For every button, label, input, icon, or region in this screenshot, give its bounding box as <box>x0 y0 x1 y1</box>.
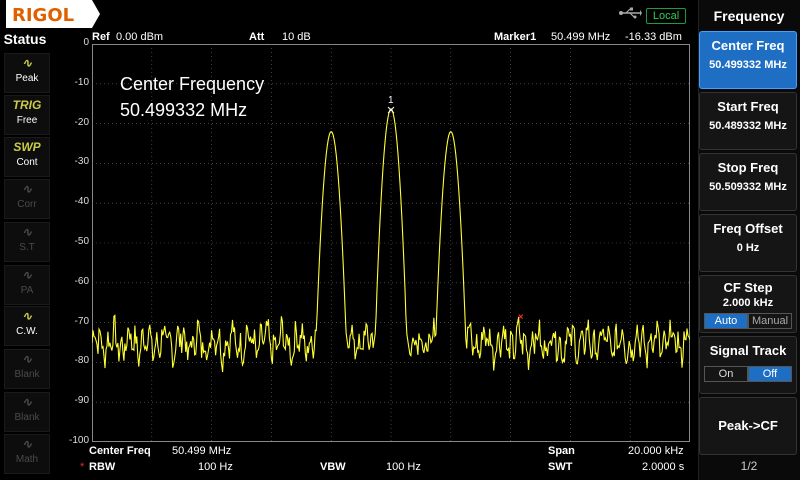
signal-track-off-option[interactable]: Off <box>748 366 792 382</box>
y-tick-label: -80 <box>74 355 89 367</box>
y-tick-label: 0 <box>83 37 89 48</box>
att-value: 10 dB <box>282 31 311 43</box>
rigol-logo: RIGOL <box>6 0 100 28</box>
rbw-label: RBW <box>89 461 116 473</box>
status-label: Peak <box>15 73 39 84</box>
y-tick-label: -90 <box>74 395 89 407</box>
peak-icon: ∿ <box>21 56 33 70</box>
status-label: S.T <box>19 242 35 253</box>
center-freq-label: Center Freq <box>89 445 151 457</box>
menu-page-indicator: 1/2 <box>740 459 758 473</box>
peak-to-cf-softkey[interactable]: Peak->CF <box>699 397 797 455</box>
marker-1-label: 1 <box>388 95 394 106</box>
marker-1-point <box>387 106 395 114</box>
rbw-manual-star: * <box>80 461 85 473</box>
freq-offset-softkey-value: 0 Hz <box>736 242 760 254</box>
ref-value: 0.00 dBm <box>116 31 164 43</box>
cf-step-manual-option[interactable]: Manual <box>748 313 792 329</box>
status-cw-button[interactable]: ∿ C.W. <box>4 306 50 346</box>
y-tick-label: -30 <box>74 156 89 168</box>
swp-icon: SWP <box>13 140 41 154</box>
brand-text: RIGOL <box>12 5 74 26</box>
start-freq-softkey-label: Start Freq <box>717 99 779 114</box>
status-free-button[interactable]: TRIG Free <box>4 95 50 135</box>
y-tick-label: -100 <box>68 435 89 446</box>
cf-step-auto-option[interactable]: Auto <box>704 313 748 329</box>
swt-value: 2.0000 s <box>642 461 685 473</box>
center-freq-value: 50.499 MHz <box>172 445 232 457</box>
y-tick-label: -60 <box>74 275 89 287</box>
center-freq-softkey-label: Center Freq <box>711 38 785 53</box>
status-label: Cont <box>16 157 38 168</box>
status-label: C.W. <box>16 326 38 337</box>
stop-freq-softkey-value: 50.509332 MHz <box>709 181 787 193</box>
cw-icon: ∿ <box>21 309 33 323</box>
status-blank-button[interactable]: ∿ Blank <box>4 392 50 432</box>
freq-offset-softkey[interactable]: Freq Offset 0 Hz <box>699 214 797 272</box>
center-freq-softkey-value: 50.499332 MHz <box>709 59 787 71</box>
span-value: 20.000 kHz <box>628 445 684 457</box>
status-st-button[interactable]: ∿ S.T <box>4 222 50 262</box>
status-cont-button[interactable]: SWP Cont <box>4 137 50 177</box>
status-pa-button[interactable]: ∿ PA <box>4 265 50 305</box>
vbw-value: 100 Hz <box>386 461 421 473</box>
stop-freq-softkey[interactable]: Stop Freq 50.509332 MHz <box>699 153 797 211</box>
att-label: Att <box>249 31 265 43</box>
marker-2-point <box>518 314 524 319</box>
marker-freq: 50.499 MHz <box>551 31 611 43</box>
blank-icon: ∿ <box>21 395 33 409</box>
corr-icon: ∿ <box>21 182 33 196</box>
peak-to-cf-softkey-label: Peak->CF <box>718 418 778 433</box>
status-title: Status <box>3 31 47 47</box>
y-tick-label: -40 <box>74 196 89 208</box>
y-tick-label: -10 <box>74 76 89 88</box>
start-freq-softkey[interactable]: Start Freq 50.489332 MHz <box>699 92 797 150</box>
vbw-label: VBW <box>320 461 346 473</box>
status-label: Math <box>15 454 39 465</box>
status-corr-button[interactable]: ∿ Corr <box>4 179 50 219</box>
swt-label: SWT <box>548 461 573 473</box>
status-math-button[interactable]: ∿ Math <box>4 434 50 474</box>
cf-step-softkey-value: 2.000 kHz <box>722 297 774 309</box>
status-label: Blank <box>14 369 40 380</box>
trace-line <box>92 108 690 373</box>
usb-icon <box>619 7 642 19</box>
status-label: Blank <box>14 412 40 423</box>
pa-icon: ∿ <box>21 268 33 282</box>
rbw-value: 100 Hz <box>198 461 233 473</box>
center-freq-softkey[interactable]: Center Freq 50.499332 MHz <box>699 31 797 89</box>
marker-label: Marker1 <box>494 31 537 43</box>
ref-label: Ref <box>92 31 110 43</box>
span-label: Span <box>548 445 575 457</box>
center-freq-overlay-title: Center Frequency <box>120 74 265 94</box>
status-blank-button[interactable]: ∿ Blank <box>4 349 50 389</box>
y-tick-label: -50 <box>74 236 89 247</box>
cf-step-softkey[interactable]: CF Step 2.000 kHz Auto Manual <box>699 275 797 333</box>
graticule <box>92 44 690 442</box>
local-indicator: Local <box>646 8 686 24</box>
menu-title: Frequency <box>713 8 785 24</box>
spectrum-display[interactable]: 1 <box>92 44 690 442</box>
status-peak-button[interactable]: ∿ Peak <box>4 53 50 93</box>
status-label: Corr <box>17 199 37 210</box>
signal-track-softkey[interactable]: Signal Track On Off <box>699 336 797 394</box>
status-label: Free <box>16 115 38 126</box>
status-label: PA <box>20 285 34 296</box>
center-freq-overlay-value: 50.499332 MHz <box>120 100 248 120</box>
trig-icon: TRIG <box>12 98 42 112</box>
signal-track-softkey-label: Signal Track <box>709 343 787 358</box>
y-tick-label: -20 <box>74 116 89 128</box>
signal-track-on-option[interactable]: On <box>704 366 748 382</box>
start-freq-softkey-value: 50.489332 MHz <box>709 120 787 132</box>
y-tick-label: -70 <box>74 315 89 327</box>
cf-step-softkey-label: CF Step <box>723 280 773 295</box>
blank-icon: ∿ <box>21 352 33 366</box>
stop-freq-softkey-label: Stop Freq <box>717 160 779 175</box>
st-icon: ∿ <box>21 225 33 239</box>
math-icon: ∿ <box>21 437 33 451</box>
marker-amp: -16.33 dBm <box>625 31 682 43</box>
top-bar <box>0 0 698 30</box>
freq-offset-softkey-label: Freq Offset <box>713 221 783 236</box>
